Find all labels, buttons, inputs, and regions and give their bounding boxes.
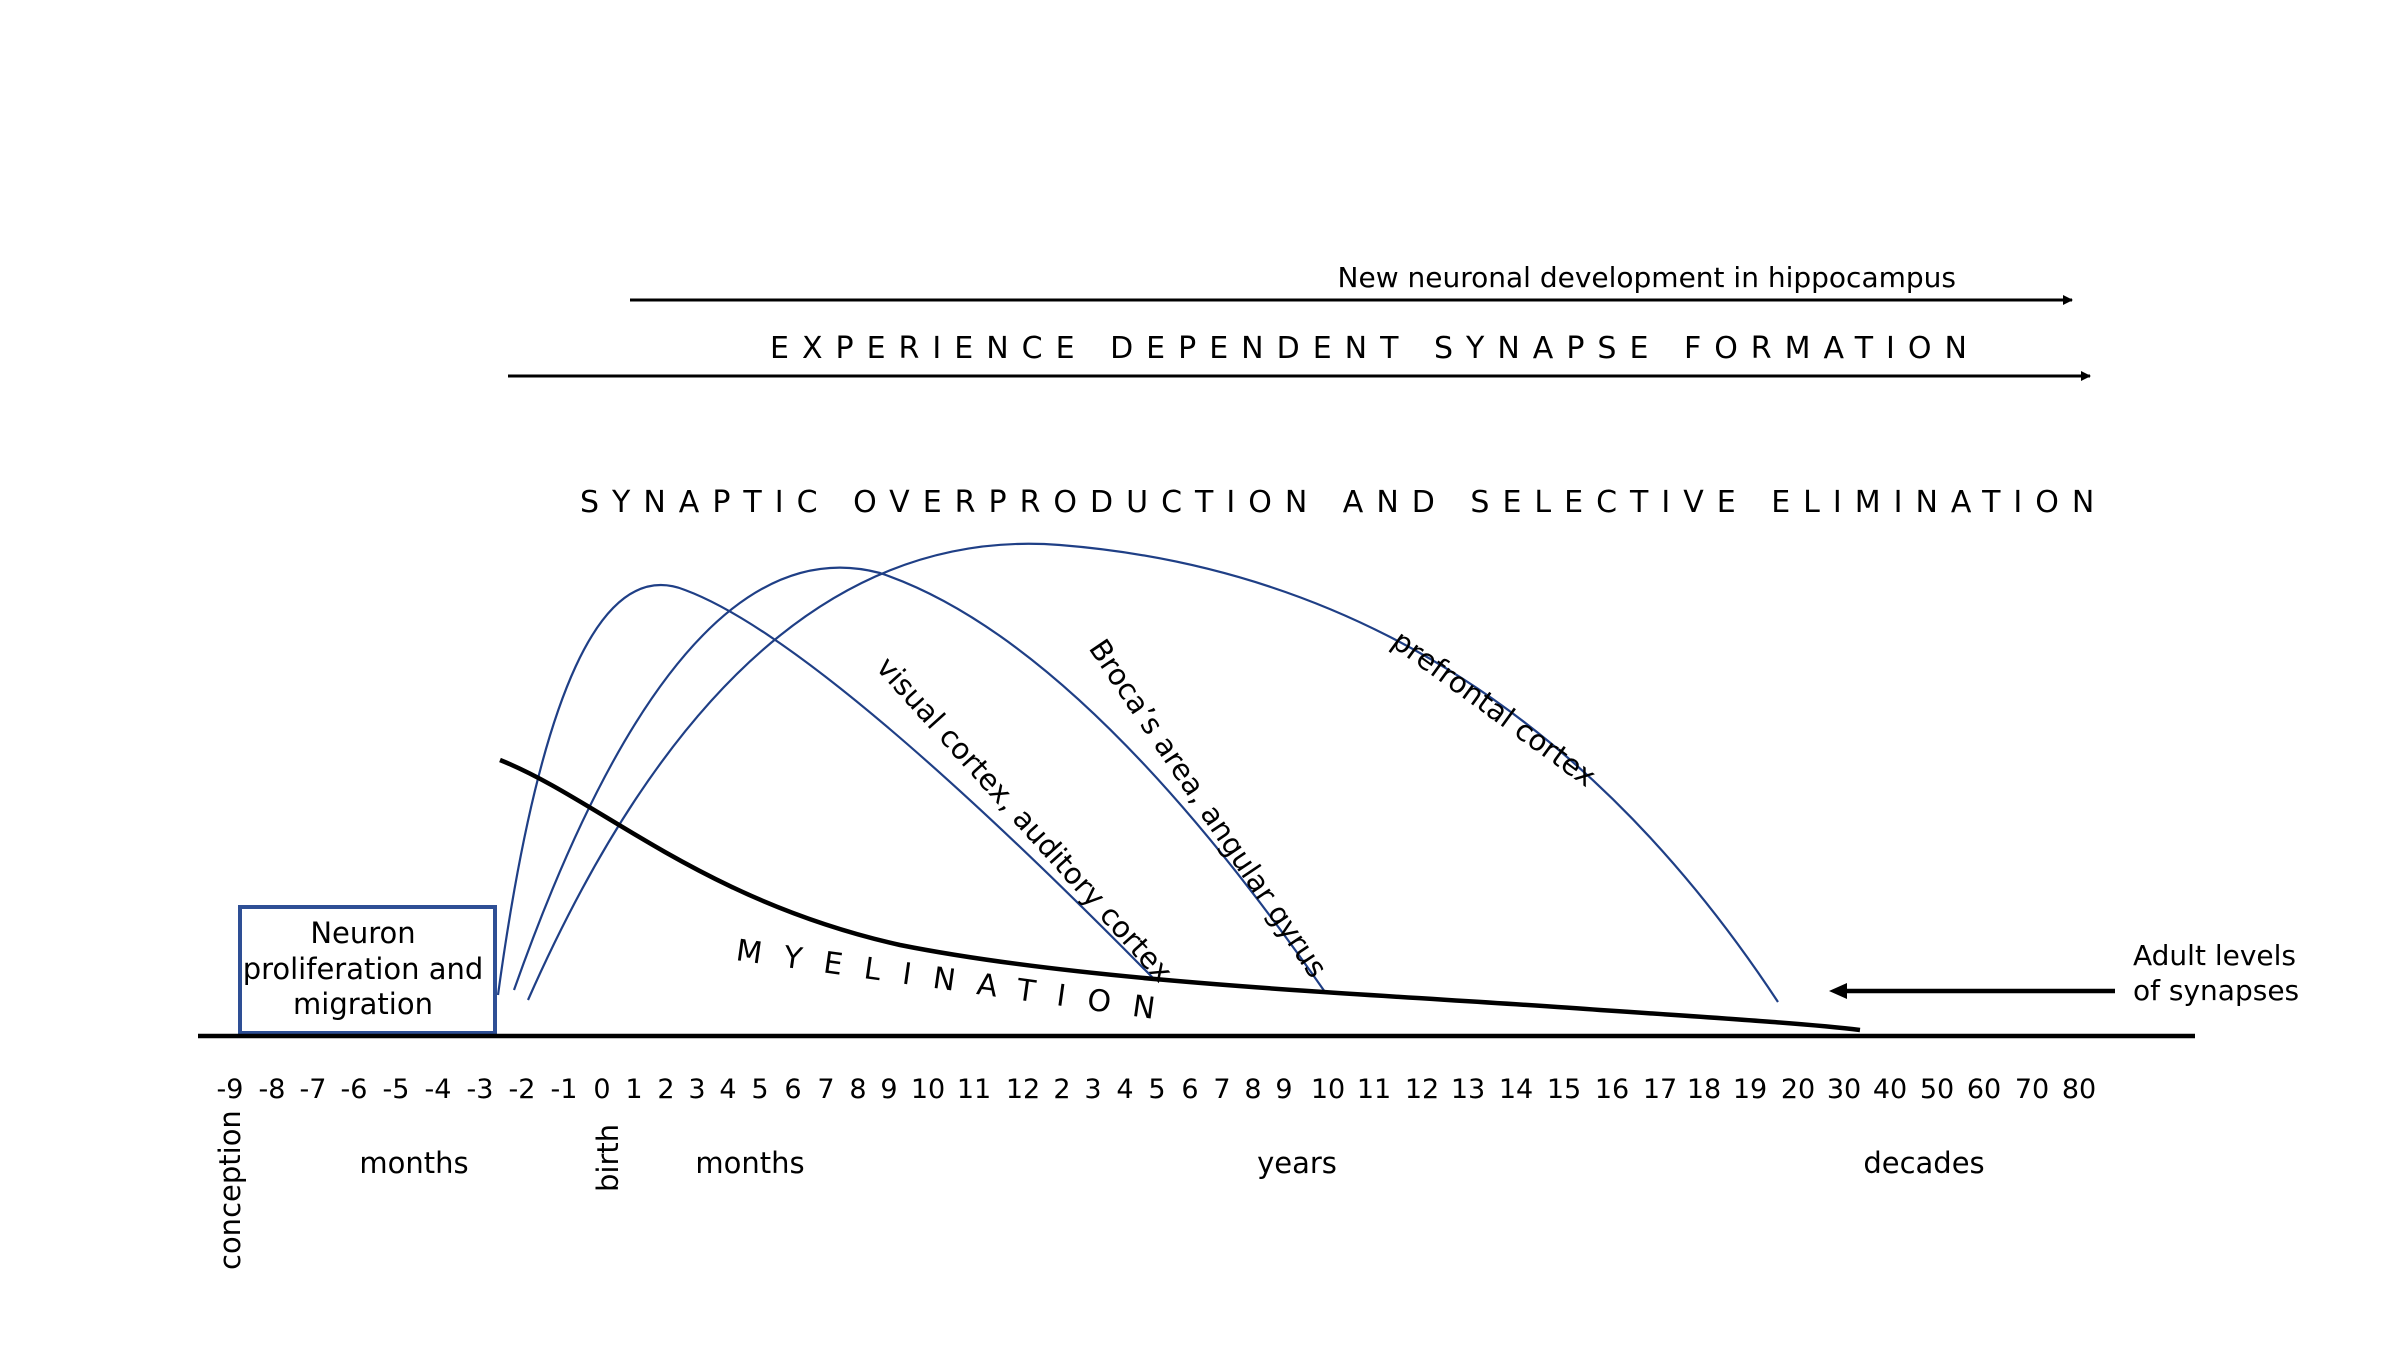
axis-tick-label: 8 xyxy=(849,1074,866,1105)
axis-tick-label: 14 xyxy=(1499,1074,1533,1105)
axis-tick-label: 5 xyxy=(1148,1074,1165,1105)
adult-levels-label-1: Adult levels xyxy=(2133,939,2296,972)
axis-tick-label: -1 xyxy=(551,1074,578,1105)
axis-tick-label: 70 xyxy=(2015,1074,2049,1105)
axis-tick-label: 3 xyxy=(1084,1074,1101,1105)
axis-tick-label: -6 xyxy=(341,1074,368,1105)
prefrontal-label: prefrontal cortex xyxy=(1386,623,1603,793)
axis-tick-label: 17 xyxy=(1643,1074,1677,1105)
axis-tick-label: 9 xyxy=(1275,1074,1292,1105)
axis-tick-label: -5 xyxy=(383,1074,410,1105)
axis-tick-label: 2 xyxy=(1053,1074,1070,1105)
axis-tick-label: 10 xyxy=(1311,1074,1345,1105)
axis-tick-label: 30 xyxy=(1827,1074,1861,1105)
axis-tick-label: 18 xyxy=(1687,1074,1721,1105)
box-line-1: Neuron xyxy=(310,916,415,950)
prefrontal-curve xyxy=(526,542,1779,1003)
experience-synapse-label: EXPERIENCE DEPENDENT SYNAPSE FORMATION xyxy=(770,331,1980,366)
axis-tick-label: 11 xyxy=(1357,1074,1391,1105)
months-postnatal-label: months xyxy=(695,1146,804,1180)
axis-tick-label: 4 xyxy=(719,1074,736,1105)
axis-tick-label: 9 xyxy=(880,1074,897,1105)
conception-label: conception xyxy=(213,1110,247,1270)
axis-tick-label: 1 xyxy=(625,1074,642,1105)
axis-tick-labels: -9 -8 -7 -6 -5 -4 -3 -2 -1 0 1 2 3 4 5 6 7 8 9 10 11 12 2 3 4 5 6 7… xyxy=(217,1074,2097,1105)
axis-tick-label: -3 xyxy=(467,1074,494,1105)
axis-tick-label: 13 xyxy=(1451,1074,1485,1105)
box-line-2: proliferation and xyxy=(243,952,484,986)
axis-tick-label: 19 xyxy=(1733,1074,1767,1105)
axis-tick-label: 16 xyxy=(1595,1074,1629,1105)
axis-tick-label: 7 xyxy=(1213,1074,1230,1105)
visual-cortex-curve xyxy=(496,584,1154,996)
broca-curve xyxy=(512,566,1326,993)
axis-tick-label: 12 xyxy=(1006,1074,1040,1105)
neuron-proliferation-box xyxy=(238,905,497,1035)
axis-tick-label: 60 xyxy=(1967,1074,2001,1105)
box-line-3: migration xyxy=(293,987,433,1021)
axis-tick-label: -7 xyxy=(300,1074,327,1105)
axis-tick-label: 2 xyxy=(657,1074,674,1105)
months-prenatal-label: months xyxy=(359,1146,468,1180)
axis-tick-label: 8 xyxy=(1244,1074,1261,1105)
decades-label: decades xyxy=(1863,1146,1984,1180)
adult-levels-label-2: of synapses xyxy=(2133,974,2299,1007)
myelination-curve xyxy=(499,757,1861,1033)
axis-tick-label: -8 xyxy=(259,1074,286,1105)
axis-tick-label: 10 xyxy=(911,1074,945,1105)
axis-tick-label: 20 xyxy=(1781,1074,1815,1105)
axis-tick-label: -2 xyxy=(509,1074,536,1105)
overproduction-label: SYNAPTIC OVERPRODUCTION AND SELECTIVE EL… xyxy=(580,485,2107,520)
hippocampus-label: New neuronal development in hippocampus xyxy=(1338,261,1956,294)
axis-tick-label: 7 xyxy=(817,1074,834,1105)
axis-tick-label: 6 xyxy=(784,1074,801,1105)
axis-tick-label: 11 xyxy=(957,1074,991,1105)
axis-tick-label: 15 xyxy=(1547,1074,1581,1105)
axis-tick-label: 5 xyxy=(751,1074,768,1105)
axis-tick-label: 3 xyxy=(688,1074,705,1105)
axis-tick-label: 80 xyxy=(2062,1074,2096,1105)
years-label: years xyxy=(1257,1146,1337,1180)
axis-tick-label: 40 xyxy=(1873,1074,1907,1105)
axis-tick-label: 4 xyxy=(1116,1074,1133,1105)
birth-label: birth xyxy=(591,1124,625,1192)
axis-tick-label: -4 xyxy=(425,1074,452,1105)
axis-tick-label: -9 xyxy=(217,1074,244,1105)
axis-tick-label: 0 xyxy=(593,1074,610,1105)
axis-tick-label: 6 xyxy=(1181,1074,1198,1105)
myelination-label: MYELINATION xyxy=(734,933,1179,1030)
axis-tick-label: 12 xyxy=(1405,1074,1439,1105)
axis-tick-label: 50 xyxy=(1920,1074,1954,1105)
